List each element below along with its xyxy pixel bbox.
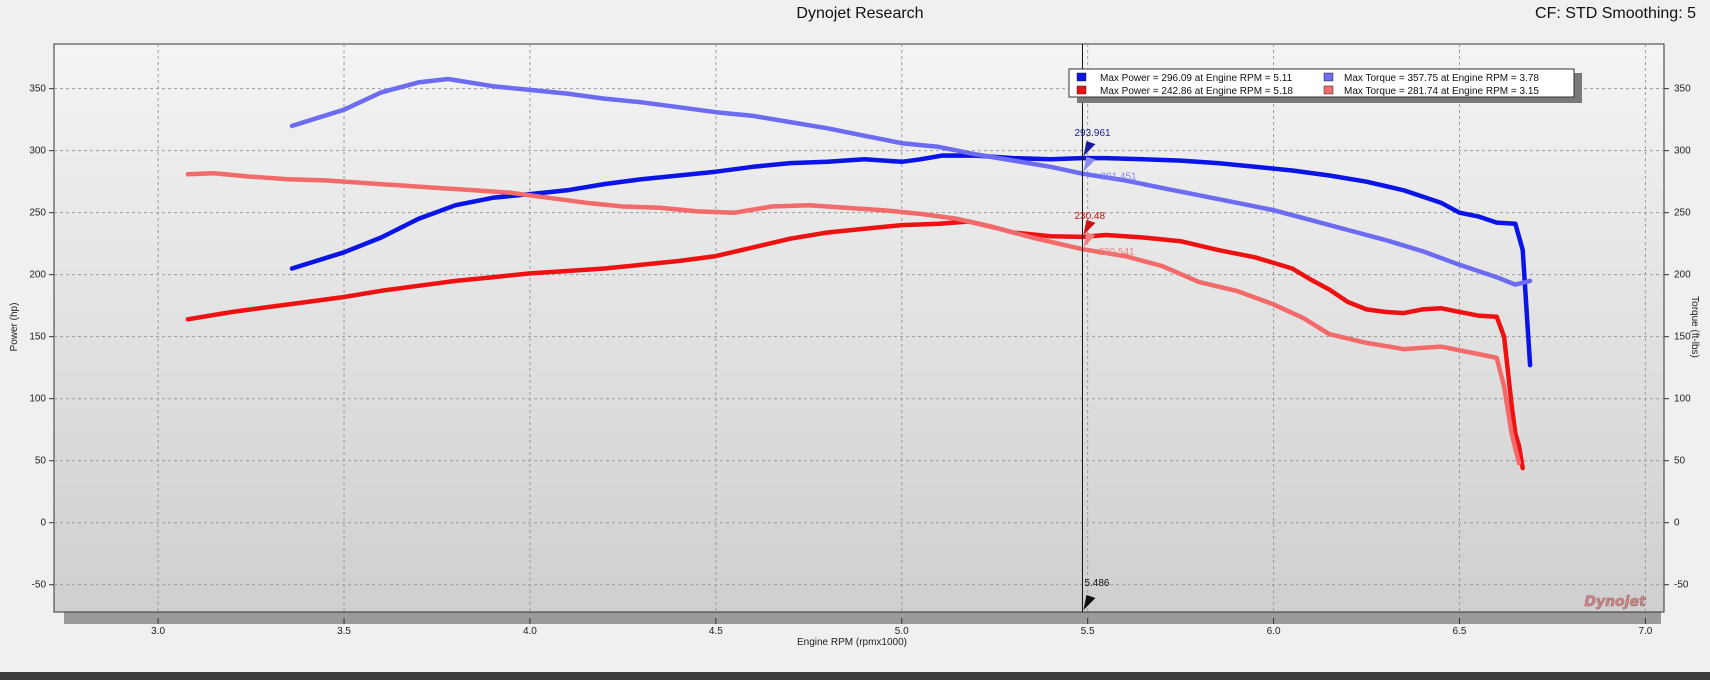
series-line-3 [289,76,1533,287]
legend: Max Power = 296.09 at Engine RPM = 5.11 … [1068,68,1582,103]
x-tick-label: 3.5 [337,626,351,637]
x-tick-label: 6.0 [1267,626,1281,637]
y-tick-label-right: 50 [1674,456,1686,467]
value-marker-icon [1083,232,1096,248]
x-tick-label: 5.0 [895,626,909,637]
x-tick-label: 7.0 [1638,626,1652,637]
y-tick-label-right: 150 [1674,332,1691,343]
y-tick-label-left: 150 [29,332,46,343]
y-tick-label-left: 200 [29,270,46,281]
y-axis-title-right: Torque (ft-lbs) [1689,296,1700,358]
legend-entry: Max Power = 242.86 at Engine RPM = 5.18 [1100,86,1293,97]
value-marker-icon [1083,141,1096,157]
svg-text:Dynojet: Dynojet [1584,594,1647,610]
legend-swatch [1323,72,1334,82]
y-tick-label-left: 250 [29,208,46,219]
value-annotation: 230.48 [1074,211,1105,222]
y-tick-label-right: -50 [1674,580,1689,591]
series-group [185,76,1533,471]
axes: 3.0 3.5 4.0 4.5 5.0 5.5 6.0 6.5 7.0 350 350 300 300 2… [29,84,1691,637]
y-tick-label-right: 250 [1674,208,1691,219]
series-line-4 [185,171,1522,466]
y-tick-label-left: 100 [29,394,46,405]
legend-entry: Max Torque = 281.74 at Engine RPM = 3.15 [1344,86,1539,97]
legend-swatch [1076,85,1087,95]
value-annotation: 220.541 [1098,247,1135,258]
cursor-arrow-icon [1083,595,1096,610]
y-tick-label-right: 350 [1674,84,1691,95]
y-tick-label-right: 100 [1674,394,1691,405]
legend-swatch [1323,85,1334,95]
y-tick-label-right: 300 [1674,146,1691,157]
legend-swatch [1076,72,1087,82]
cursor-group[interactable]: 5.486 293.961 281.451 230.48 220.541 [1074,44,1137,612]
status-bar [0,672,1710,680]
y-tick-label-left: 350 [29,84,46,95]
x-tick-label: 6.5 [1453,626,1467,637]
grid [54,44,1664,612]
x-tick-label: 3.0 [151,626,165,637]
y-tick-label-left: 50 [35,456,47,467]
y-tick-label-left: -50 [32,580,47,591]
y-tick-label-left: 0 [40,518,46,529]
chart-title: Dynojet Research [796,5,924,22]
y-tick-label-right: 0 [1674,518,1680,529]
x-axis-title: Engine RPM (rpmx1000) [797,637,907,648]
x-tick-label: 4.0 [523,626,537,637]
y-tick-label-left: 300 [29,146,46,157]
x-tick-label: 5.5 [1081,626,1095,637]
plot-area [53,43,1665,613]
value-marker-icon [1083,156,1096,172]
dynojet-logo: Dynojet [1584,594,1647,611]
series-line-2 [185,219,1525,471]
legend-entry: Max Power = 296.09 at Engine RPM = 5.11 [1100,73,1293,84]
y-axis-title-left: Power (hp) [9,303,20,352]
value-marker-icon [1083,219,1096,235]
value-annotation: 281.451 [1100,172,1137,183]
legend-entry: Max Torque = 357.75 at Engine RPM = 3.78 [1344,73,1539,84]
cursor-label: 5.486 [1084,578,1109,589]
x-tick-label: 4.5 [709,626,723,637]
y-tick-label-right: 200 [1674,270,1691,281]
correction-factor-info: CF: STD Smoothing: 5 [1535,5,1696,22]
value-annotation: 293.961 [1074,128,1111,139]
